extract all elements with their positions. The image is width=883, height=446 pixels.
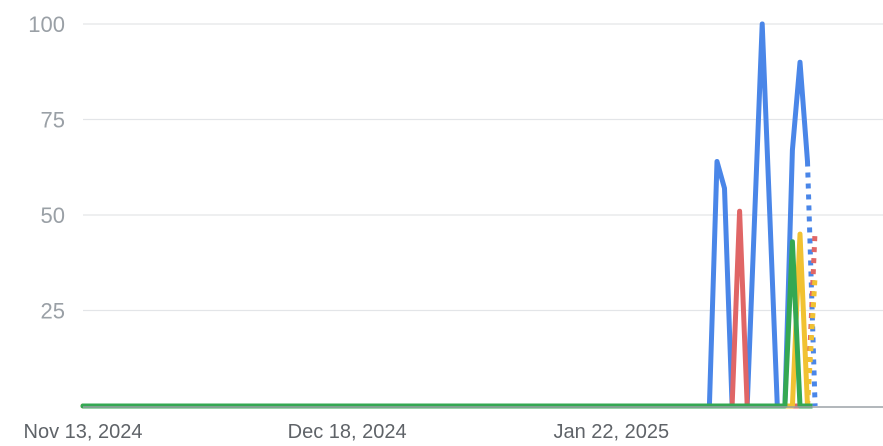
- series-line-2: [80, 208, 810, 409]
- y-axis-ticks: 100 75 50 25: [28, 12, 65, 324]
- y-tick-label: 100: [28, 12, 65, 37]
- y-tick-label: 75: [41, 108, 65, 133]
- x-tick-label: Nov 13, 2024: [24, 421, 143, 443]
- y-tick-label: 25: [41, 299, 65, 324]
- series-line-1: [80, 21, 810, 409]
- series-line-3: [80, 231, 810, 409]
- x-axis-ticks: Nov 13, 2024 Dec 18, 2024 Jan 22, 2025: [24, 421, 670, 443]
- series-lines: [80, 21, 818, 409]
- x-tick-label: Jan 22, 2025: [553, 421, 669, 443]
- y-tick-label: 50: [41, 203, 65, 228]
- series-line-4: [80, 239, 810, 409]
- series-partial-line-2: [805, 230, 818, 407]
- x-tick-label: Dec 18, 2024: [288, 421, 407, 443]
